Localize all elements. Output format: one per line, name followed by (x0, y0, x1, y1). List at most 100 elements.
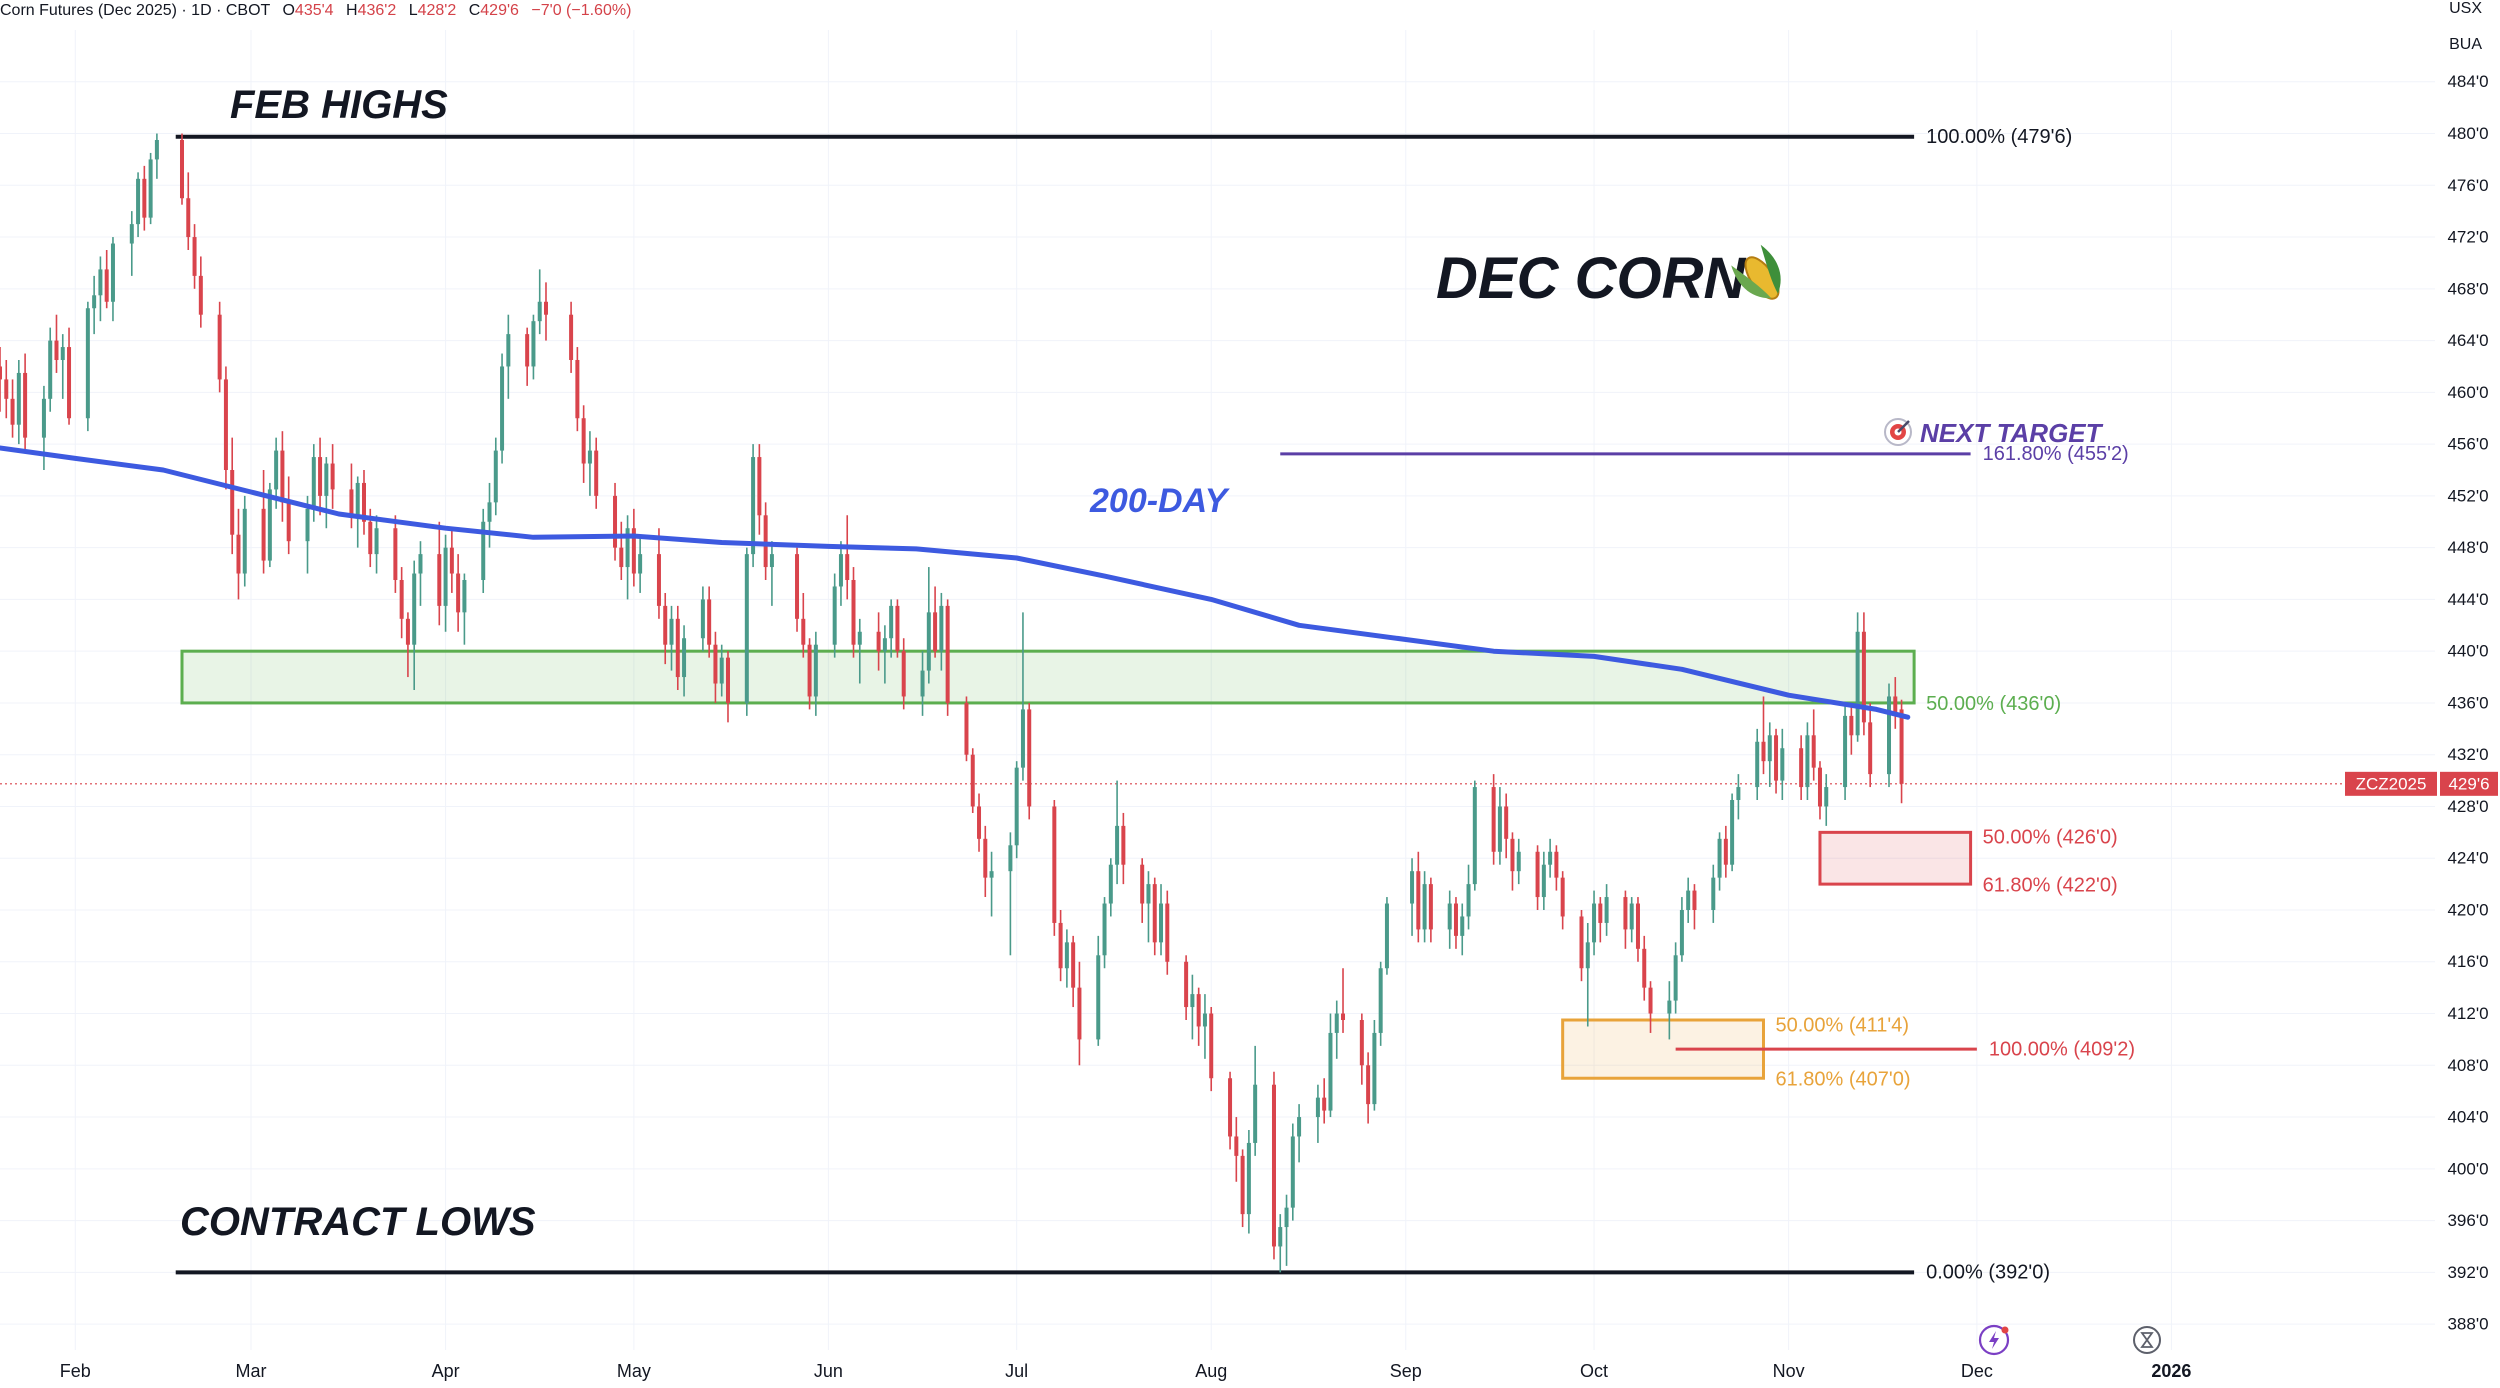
candle-body (656, 554, 661, 606)
candle-body (1861, 631, 1866, 723)
x-tick-label: Oct (1580, 1361, 1608, 1381)
candle-body (594, 450, 599, 496)
candle-body (1774, 735, 1779, 781)
candle-body (506, 334, 511, 367)
y-tick-label: 452'0 (2447, 486, 2488, 505)
candle-body (625, 528, 630, 568)
candle-body (1165, 903, 1170, 962)
candle-body (462, 580, 467, 613)
fib-zone-label-bottom: 61.80% (422'0) (1983, 874, 2118, 896)
y-tick-label: 480'0 (2447, 124, 2488, 143)
candle-body (744, 554, 749, 703)
candle-body (1240, 1155, 1245, 1215)
x-tick-label: May (617, 1361, 651, 1381)
currency-label[interactable]: USX (2449, 0, 2482, 17)
candle-body (1466, 884, 1471, 917)
candle-body (418, 554, 423, 574)
candle-body (355, 482, 360, 516)
corn-leaf-left (1731, 265, 1772, 299)
y-tick-label: 432'0 (2447, 745, 2488, 764)
candle-body (1541, 864, 1546, 898)
y-tick-label: 472'0 (2447, 228, 2488, 247)
y-tick-label: 444'0 (2447, 590, 2488, 609)
y-tick-label: 388'0 (2447, 1315, 2488, 1334)
candle-body (311, 457, 316, 509)
candle-body (10, 398, 15, 425)
time-axis[interactable]: Feb Mar Apr May Jun Jul Aug Sep Oct Nov Dec 2026 (60, 1361, 2192, 1381)
corn-icon (1731, 244, 1781, 300)
candle-body (669, 618, 674, 645)
candle-body (631, 528, 636, 574)
candle-body (1491, 787, 1496, 852)
candle-body (148, 159, 153, 218)
candle-body (1648, 987, 1653, 1014)
candle-body (1679, 910, 1684, 956)
high-value: 436'2 (357, 2, 397, 19)
candle-body (192, 237, 197, 276)
target-dart (1897, 420, 1910, 433)
candle-body (92, 295, 97, 309)
candle-body (1692, 890, 1697, 910)
candle-body (274, 450, 279, 490)
candle-body (1642, 948, 1647, 988)
candle-body (1159, 903, 1164, 943)
candle-body (569, 314, 574, 360)
candle-body (1058, 922, 1063, 969)
candle-body (318, 457, 323, 496)
candle-body (1799, 748, 1804, 788)
candle-body (719, 657, 724, 684)
fib-zone (180, 649, 1916, 705)
candle-body (1096, 955, 1101, 1040)
candle-body (1723, 838, 1728, 865)
candle-body (330, 463, 335, 490)
candle-body (1887, 696, 1892, 775)
candle-body (1761, 741, 1766, 762)
open-label: O (282, 2, 295, 19)
candle-body (1805, 735, 1810, 788)
candle-body (129, 224, 134, 244)
lightning-dot (2001, 1326, 2009, 1334)
candle-body (939, 605, 944, 652)
candle-body (707, 599, 712, 645)
candle-body (857, 631, 862, 645)
candle-body (763, 515, 768, 568)
candle-body (368, 521, 373, 555)
candle-body (1893, 696, 1898, 716)
candle-body (1077, 987, 1082, 1040)
feb-highs-label: FEB HIGHS (230, 83, 448, 127)
candle-body (989, 871, 994, 878)
candle-body (1020, 709, 1025, 768)
price-badge-text: 429'6 (2448, 774, 2489, 793)
candle-body (801, 618, 806, 645)
candle-body (876, 631, 881, 652)
fib-zone (1818, 830, 1973, 886)
contract-lows-label: CONTRACT LOWS (180, 1200, 536, 1244)
candle-body (1416, 871, 1421, 930)
candle-body (1560, 877, 1565, 917)
x-tick-label: Dec (1961, 1361, 1993, 1381)
candle-body (1234, 1136, 1239, 1156)
bottom-icons[interactable] (1978, 1324, 2161, 1356)
candle-body (964, 702, 969, 755)
level-label: 161.80% (455'2) (1983, 443, 2129, 465)
unit-label[interactable]: BUA (2449, 36, 2482, 53)
y-tick-label: 420'0 (2447, 900, 2488, 919)
candle-body (154, 140, 159, 160)
lightning-icon[interactable] (1978, 1324, 2010, 1356)
candle-body (1322, 1097, 1327, 1111)
candle-body (638, 554, 643, 574)
y-tick-label: 416'0 (2447, 952, 2488, 971)
y-tick-label: 396'0 (2447, 1211, 2488, 1230)
candle-body (1297, 1117, 1302, 1137)
candle-body (1849, 715, 1854, 736)
hourglass-icon[interactable] (2133, 1326, 2161, 1354)
candle-body (725, 657, 730, 703)
candle-body (1184, 961, 1189, 1008)
y-tick-label: 424'0 (2447, 849, 2488, 868)
x-tick-label: Nov (1773, 1361, 1805, 1381)
candle-body (1535, 851, 1540, 898)
ma-label: 200-DAY (1089, 482, 1231, 520)
price-axis[interactable]: ZCZ2025 429'6 388'0 392'0 396'0 400'0 404'0 408… (2345, 72, 2498, 1334)
y-tick-label: 400'0 (2447, 1159, 2488, 1178)
